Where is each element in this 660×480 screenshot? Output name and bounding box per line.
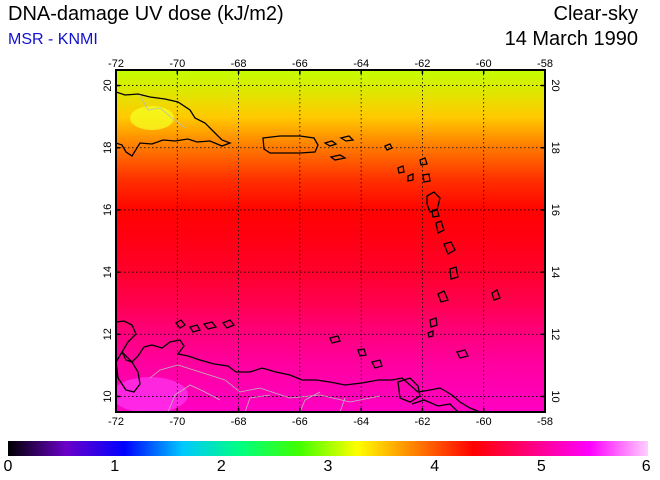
lat-tick-label-right: 14: [549, 266, 561, 278]
hispaniola-border: [139, 94, 186, 129]
lon-tick-label-bottom: -72: [108, 416, 124, 428]
lon-tick-label-bottom: -62: [414, 416, 430, 428]
map-title: DNA-damage UV dose (kJ/m2): [8, 3, 284, 25]
colorbar-label: 6: [641, 458, 651, 475]
lon-tick-label-bottom: -66: [292, 416, 308, 428]
colorbar-label: 4: [430, 458, 440, 475]
hispaniola-coast: [116, 91, 232, 157]
lon-tick-label-top: -66: [292, 58, 308, 70]
lat-lon-gridlines: [116, 70, 545, 412]
lat-tick-label-right: 10: [549, 390, 561, 402]
puerto-rico-coast: [262, 135, 319, 154]
colorbar-gradient: [8, 441, 648, 456]
sky-condition: Clear-sky: [553, 3, 638, 25]
lon-tick-label-bottom: -68: [231, 416, 247, 428]
lon-tick-label-bottom: -70: [169, 416, 185, 428]
south-america-coast: [116, 320, 481, 412]
lon-tick-label-top: -62: [414, 58, 430, 70]
lon-tick-label-top: -60: [476, 58, 492, 70]
virgin-islands-coast: [323, 135, 355, 161]
orinoco-delta: [411, 399, 459, 412]
lon-tick-label-bottom: -64: [353, 416, 369, 428]
lat-tick-label-left: 14: [102, 266, 114, 278]
uv-dose-map: -72 -72 -70 -70 -68 -68 -66 -66 -64 -64 -62 -62 -60 -…: [102, 58, 561, 428]
lat-tick-label-left: 12: [102, 328, 114, 340]
lon-tick-label-top: -58: [537, 58, 553, 70]
colorbar-label: 2: [216, 458, 226, 475]
lat-tick-label-right: 20: [549, 79, 561, 91]
colorbar-label: 1: [110, 458, 120, 475]
colorbar: [8, 441, 648, 456]
colorbar-label: 3: [323, 458, 333, 475]
lon-tick-label-bottom: -60: [476, 416, 492, 428]
map-frame: [115, 69, 546, 413]
lat-tick-label-left: 16: [102, 204, 114, 216]
caribbean-small-islands: [175, 319, 469, 369]
venezuela-states-border: [149, 364, 381, 403]
lat-tick-label-left: 18: [102, 142, 114, 154]
lat-tick-label-right: 12: [549, 328, 561, 340]
lat-tick-label-right: 16: [549, 204, 561, 216]
venezuela-internal-borders: [167, 384, 346, 412]
country-borders: [139, 94, 381, 412]
lon-tick-label-top: -64: [353, 58, 369, 70]
uv-dose-field: [116, 70, 545, 412]
lon-tick-label-top: -68: [231, 58, 247, 70]
colorbar-label: 5: [536, 458, 546, 475]
southwest-high-dose-patch: [116, 377, 188, 412]
lon-tick-label-bottom: -58: [537, 416, 553, 428]
lat-tick-label-right: 18: [549, 142, 561, 154]
lon-tick-label-top: -70: [169, 58, 185, 70]
lat-tick-label-left: 10: [102, 390, 114, 402]
map-date: 14 March 1990: [504, 28, 638, 50]
lat-tick-label-left: 20: [102, 79, 114, 91]
axis-ticks: -72 -72 -70 -70 -68 -68 -66 -66 -64 -64 -62 -62 -60 -…: [102, 58, 561, 428]
lesser-antilles-coast: [384, 143, 501, 338]
data-source: MSR - KNMI: [8, 31, 98, 48]
high-terrain-patch: [130, 106, 174, 130]
lon-tick-label-top: -72: [108, 58, 124, 70]
trinidad-coast: [397, 377, 421, 403]
colorbar-label: 0: [3, 458, 13, 475]
